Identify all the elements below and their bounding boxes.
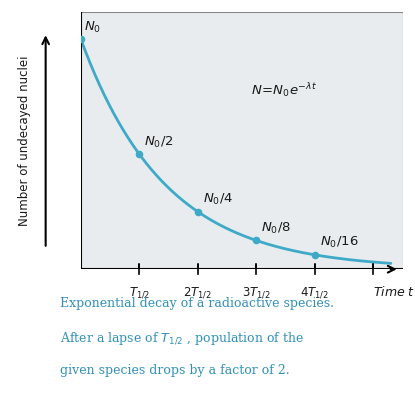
Point	[136, 151, 143, 158]
Text: $N_0/4$: $N_0/4$	[203, 192, 233, 207]
Text: Number of undecayed nuclei: Number of undecayed nuclei	[18, 55, 32, 226]
Text: $2T_{1/2}$: $2T_{1/2}$	[183, 285, 212, 300]
Text: given species drops by a factor of 2.: given species drops by a factor of 2.	[60, 364, 290, 376]
Text: Time $t$: Time $t$	[373, 285, 415, 299]
Text: $T_{1/2}$: $T_{1/2}$	[129, 285, 150, 300]
Text: $N\!=\!N_0e^{-\lambda t}$: $N\!=\!N_0e^{-\lambda t}$	[251, 81, 316, 99]
Text: Exponential decay of a radioactive species.: Exponential decay of a radioactive speci…	[60, 297, 334, 310]
Point	[253, 237, 260, 244]
Point	[195, 209, 201, 215]
Text: After a lapse of $T_{1/2}$ , population of the: After a lapse of $T_{1/2}$ , population …	[60, 330, 304, 347]
Text: $N_0/2$: $N_0/2$	[144, 134, 173, 150]
Text: $N_0$: $N_0$	[84, 20, 101, 35]
Text: $4T_{1/2}$: $4T_{1/2}$	[300, 285, 329, 300]
Point	[78, 36, 84, 42]
Text: $N_0/16$: $N_0/16$	[320, 235, 358, 250]
Text: $N_0/8$: $N_0/8$	[261, 221, 290, 236]
Point	[312, 252, 318, 258]
Text: $3T_{1/2}$: $3T_{1/2}$	[242, 285, 271, 300]
